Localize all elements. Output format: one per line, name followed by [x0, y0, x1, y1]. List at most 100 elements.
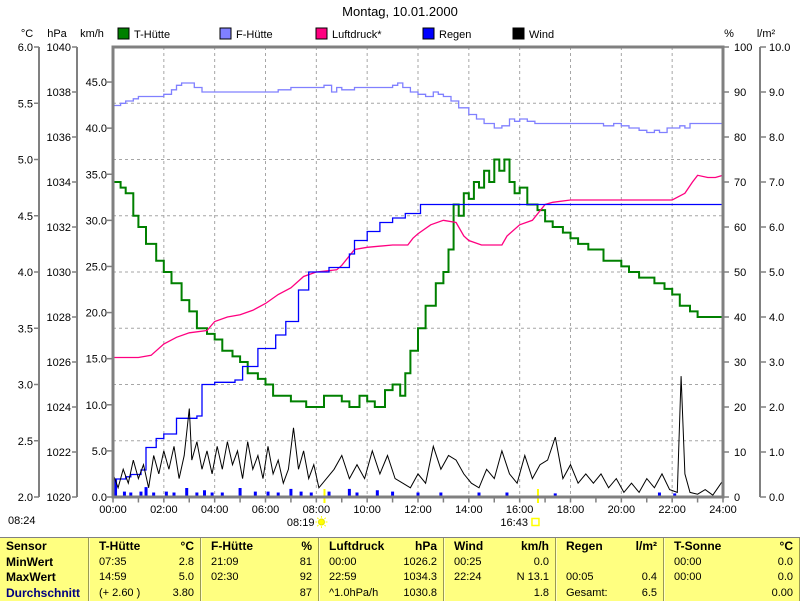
stat-group-t-sonne: 0.00 [663, 585, 800, 601]
stat-min-luftdruck-value: 1026.2 [403, 555, 437, 568]
stat-max-wind-time: 22:24 [454, 571, 482, 584]
rain-bar [114, 479, 118, 497]
axis-tick-label: 2.0 [18, 492, 33, 504]
stat-avg-t-h-tte-value: 3.80 [172, 587, 194, 600]
legend-item-t-h-tte: T-Hütte [117, 27, 170, 41]
series-t-h-tte [113, 158, 723, 408]
x-tick-label: 04:00 [201, 504, 229, 516]
axis-tick-label: 20 [734, 402, 746, 414]
legend-item-f-h-tte: F-Hütte [219, 27, 273, 41]
column-unit-f-h-tte: % [301, 538, 312, 553]
column-header-f-h-tte: F-Hütte [211, 538, 253, 553]
rain-bar [203, 490, 206, 497]
rain-bar [309, 492, 313, 497]
stat-group-t-sonne: T-Sonne °C [663, 538, 800, 554]
stat-min-t-sonne-value: 0.0 [777, 555, 793, 568]
stat-min-f-h-tte-time: 21:09 [211, 555, 239, 568]
stat-group-t-h-tte: 07:35 2.8 [88, 553, 200, 570]
axis-tick-label: 10 [734, 447, 746, 459]
rain-bar [477, 492, 481, 497]
sunset-time: 16:43 [500, 517, 528, 529]
page-title: Montag, 10.01.2000 [342, 4, 458, 19]
stat-avg-regen-value: 6.5 [641, 587, 657, 600]
rain-bar [139, 491, 143, 497]
table-row-maxwert: MaxWert 14:59 5.0 02:30 92 22:59 1034.3 22:24 N … [0, 569, 800, 586]
rain-bar [347, 488, 351, 497]
column-header-wind: Wind [454, 538, 484, 553]
x-tick-label: 14:00 [455, 504, 483, 516]
stat-max-t-h-tte-time: 14:59 [99, 571, 127, 584]
x-tick-label: 24:00 [709, 504, 737, 516]
rain-bar [416, 492, 420, 497]
stat-group-f-h-tte: 21:09 81 [200, 553, 318, 570]
stat-group-f-h-tte: F-Hütte% [200, 538, 318, 554]
axis-tick-label: 70 [734, 177, 746, 189]
rain-bar [375, 490, 379, 497]
column-header-t-sonne: T-Sonne [674, 538, 722, 553]
stat-group-wind: 22:24 N 13.1 [443, 569, 555, 586]
axis-tick-label: 0 [734, 492, 740, 504]
stat-group-wind: 1.8 [443, 585, 555, 601]
legend-swatch [117, 27, 130, 40]
stat-min-t-h-tte-time: 07:35 [99, 555, 127, 568]
x-tick-label: 06:00 [252, 504, 280, 516]
x-tick-label: 02:00 [150, 504, 178, 516]
stat-min-t-h-tte-value: 2.8 [178, 555, 194, 568]
row-label-maxwert: MaxWert [6, 570, 56, 585]
axis-tick-label: 1026 [47, 357, 71, 369]
x-tick-label: 08:00 [303, 504, 331, 516]
column-header-luftdruck: Luftdruck [329, 538, 385, 553]
axis-unit-humidity: % [724, 28, 734, 40]
axis-unit-rain: l/m² [757, 28, 776, 40]
axis-tick-label: 30.0 [86, 215, 107, 227]
table-row-durchschnitt: Durchschnitt (+ 2.60 ) 3.80 87 ^1.0hPa/h 1030… [0, 585, 800, 601]
axis-tick-label: 2.5 [18, 436, 33, 448]
legend-item-regen: Regen [422, 27, 471, 41]
stat-max-wind-value: N 13.1 [516, 571, 549, 584]
stat-group-luftdruck: 22:59 1034.3 [318, 569, 443, 586]
axis-tick-label: 90 [734, 87, 746, 99]
axis-tick-label: 10.0 [769, 42, 790, 54]
rain-bar [266, 491, 270, 497]
column-header-regen: Regen [566, 538, 603, 553]
rain-bar [505, 492, 509, 497]
stat-min-luftdruck-time: 00:00 [329, 555, 357, 568]
gridlines [113, 47, 723, 497]
axis-tick-label: 20.0 [86, 308, 107, 320]
axis-tick-label: 25.0 [86, 261, 107, 273]
axis-wind: 0.0 5.0 10.0 15.0 20.0 25.0 30.0 35.0 40.0 45.0 [86, 77, 113, 504]
axis-tick-label: 1036 [47, 132, 71, 144]
stat-group-regen: Gesamt: 6.5 [555, 585, 663, 601]
stat-min-t-sonne-time: 00:00 [674, 555, 702, 568]
axis-tick-label: 1028 [47, 312, 71, 324]
sunset-icon [531, 517, 540, 527]
chart-legend: T-Hütte F-Hütte Luftdruck* Regen Wind [117, 27, 554, 41]
legend-swatch [512, 27, 525, 40]
sunrise-icon [315, 516, 328, 528]
axis-tick-label: 9.0 [769, 87, 784, 99]
series-wind [112, 376, 724, 496]
stat-avg-wind-value: 1.8 [533, 587, 549, 600]
row-label-minwert: MinWert [6, 554, 54, 569]
axis-humidity: 0 10 20 30 40 50 60 70 80 90 100 [723, 42, 752, 504]
stat-max-f-h-tte-time: 02:30 [211, 571, 239, 584]
rain-bar [238, 488, 242, 497]
stat-avg-t-sonne-value: 0.00 [771, 587, 793, 600]
rain-bar [391, 491, 395, 497]
stat-min-wind-value: 0.0 [533, 555, 549, 568]
rain-bar [327, 491, 331, 497]
row-label-sensor: Sensor [6, 538, 47, 553]
legend-item-luftdruck: Luftdruck* [315, 27, 382, 41]
stat-group-t-sonne: 00:00 0.0 [663, 553, 800, 570]
legend-label: T-Hütte [134, 29, 170, 41]
x-tick-label: 12:00 [404, 504, 432, 516]
rain-bar [657, 492, 661, 497]
stat-group-f-h-tte: 02:30 92 [200, 569, 318, 586]
axis-tick-label: 50 [734, 267, 746, 279]
legend-swatch [219, 27, 232, 40]
stat-max-regen-value: 0.4 [641, 571, 657, 584]
x-tick-label: 00:00 [99, 504, 127, 516]
x-tick-label: 10:00 [353, 504, 381, 516]
axis-tick-label: 5.5 [18, 98, 33, 110]
axis-tick-label: 5.0 [769, 267, 784, 279]
